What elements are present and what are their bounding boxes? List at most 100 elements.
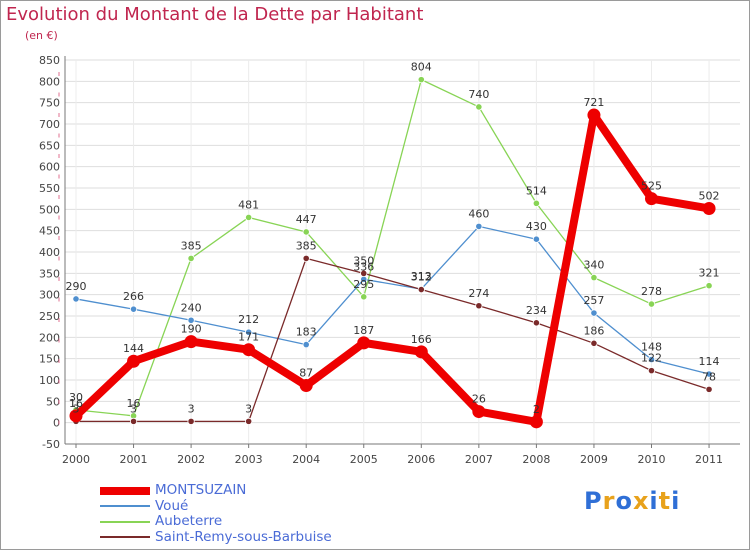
- x-tick-label: 2007: [465, 453, 493, 466]
- series-line-vou-: [75, 225, 710, 375]
- data-point: [245, 213, 253, 222]
- data-point: [360, 269, 368, 277]
- data-label: 385: [296, 239, 317, 252]
- data-point: [472, 405, 486, 419]
- data-label: 186: [583, 324, 604, 337]
- y-tick-label: 650: [39, 139, 60, 152]
- data-label: 3: [245, 402, 252, 415]
- data-label: 78: [702, 370, 716, 383]
- y-tick-label: 400: [39, 246, 60, 259]
- x-tick-label: 2010: [638, 453, 666, 466]
- data-label: 187: [353, 324, 374, 337]
- data-point: [417, 285, 425, 294]
- data-point: [647, 355, 656, 364]
- data-label: 171: [238, 331, 259, 344]
- data-label: 514: [526, 184, 547, 197]
- data-point: [587, 108, 601, 122]
- data-point: [242, 343, 256, 357]
- data-point: [187, 254, 195, 262]
- legend-label: MONTSUZAIN: [155, 482, 247, 498]
- y-tick-label: 450: [39, 225, 60, 238]
- y-tick-label: 700: [39, 118, 60, 131]
- x-tick-label: 2005: [350, 453, 378, 466]
- y-tick-label: 300: [39, 289, 60, 302]
- legend-swatch: [100, 536, 150, 539]
- data-point: [69, 409, 83, 423]
- legend-swatch: [100, 486, 150, 495]
- data-point: [245, 417, 253, 425]
- x-tick-label: 2002: [177, 453, 205, 466]
- logo-letter: P: [584, 487, 603, 515]
- data-point: [187, 417, 195, 425]
- data-point: [590, 309, 598, 317]
- y-tick-label: 0: [53, 417, 60, 430]
- data-label: 114: [699, 355, 720, 368]
- data-point: [357, 336, 371, 350]
- data-label: 148: [641, 341, 662, 354]
- data-label: 278: [641, 285, 662, 298]
- data-point: [705, 282, 713, 290]
- y-tick-label: -50: [42, 438, 60, 451]
- data-point: [529, 415, 543, 429]
- logo-letter: r: [602, 487, 616, 515]
- unit-label: (en €): [25, 29, 58, 42]
- data-label: 336: [353, 260, 374, 273]
- data-point: [645, 192, 658, 206]
- legend-swatch: [100, 520, 150, 523]
- series-line-saint-remy-sous-barbuise: [76, 257, 710, 423]
- data-label: 460: [468, 207, 489, 220]
- data-point: [299, 379, 313, 393]
- y-tick-label: 250: [39, 310, 60, 323]
- data-label: 190: [181, 323, 202, 336]
- data-label: 313: [411, 270, 432, 283]
- y-tick-label: 750: [39, 97, 60, 110]
- data-point: [590, 273, 598, 282]
- data-point: [532, 199, 541, 207]
- data-label: 385: [181, 239, 202, 252]
- legend-label: Aubeterre: [155, 513, 223, 529]
- data-point: [360, 293, 368, 301]
- data-label: 350: [353, 254, 374, 267]
- data-point: [414, 345, 428, 359]
- y-tick-label: 850: [39, 54, 60, 67]
- data-label: 144: [123, 342, 144, 355]
- data-label: 234: [526, 304, 547, 317]
- logo-letter: i: [671, 487, 681, 515]
- chart-title: Evolution du Montant de la Dette par Hab…: [6, 4, 424, 25]
- data-label: 321: [699, 267, 720, 280]
- series-line-montsuzain: [73, 111, 710, 426]
- logo-letter: x: [632, 487, 650, 515]
- data-point: [129, 417, 138, 425]
- data-label: 481: [238, 198, 259, 211]
- data-label: 295: [353, 278, 374, 291]
- data-label: 430: [526, 220, 547, 233]
- data-point: [475, 222, 483, 230]
- data-point: [647, 300, 656, 308]
- data-label: 274: [468, 287, 489, 300]
- y-tick-label: 150: [39, 353, 60, 366]
- data-label: 3: [130, 402, 137, 415]
- data-point: [302, 228, 310, 236]
- data-label: 16: [127, 397, 141, 410]
- legend-label: Voué: [155, 497, 189, 514]
- y-tick-label: 200: [39, 331, 60, 344]
- data-label: 183: [296, 326, 317, 339]
- data-point: [532, 235, 541, 243]
- y-tick-label: 600: [39, 161, 60, 174]
- data-label: 740: [468, 88, 489, 101]
- data-label: 340: [583, 259, 604, 272]
- x-tick-label: 2009: [580, 453, 608, 466]
- data-point: [532, 319, 541, 327]
- x-tick-label: 2011: [695, 453, 723, 466]
- data-label: 240: [181, 301, 202, 314]
- data-point: [72, 295, 80, 303]
- data-label: 257: [583, 294, 604, 307]
- legend-label: Saint-Remy-sous-Barbuise: [155, 528, 332, 545]
- data-label: 212: [238, 313, 259, 326]
- data-label: 122: [641, 352, 662, 365]
- data-point: [184, 335, 198, 349]
- proxiti-logo: Proxiti: [584, 487, 680, 515]
- logo-letter: t: [658, 487, 672, 515]
